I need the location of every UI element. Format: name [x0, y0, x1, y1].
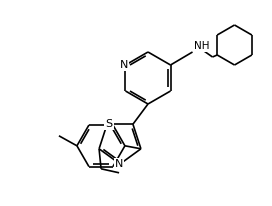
- Text: NH: NH: [193, 41, 209, 51]
- Text: S: S: [106, 119, 113, 129]
- Text: N: N: [115, 159, 123, 169]
- Text: N: N: [120, 60, 129, 70]
